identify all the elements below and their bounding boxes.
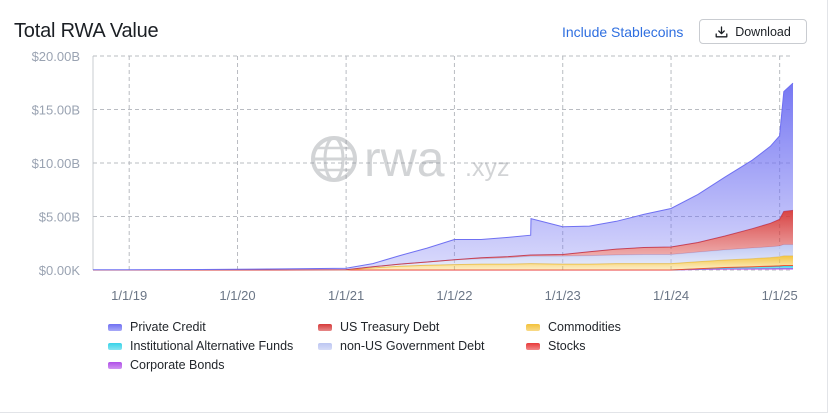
y-tick-label: $15.00B xyxy=(32,103,80,118)
area-series xyxy=(92,82,794,271)
rwa-watermark: rwa .xyz xyxy=(311,131,509,187)
legend-swatch xyxy=(108,323,122,331)
chart-title: Total RWA Value xyxy=(14,20,159,42)
watermark-text: rwa xyxy=(364,131,445,187)
area-commodities xyxy=(93,255,793,270)
legend-item-private-credit[interactable]: Private Credit xyxy=(108,320,206,334)
x-tick-label: 1/1/23 xyxy=(545,288,581,303)
area-non-us-government-debt xyxy=(93,244,793,270)
x-tick-label: 1/1/22 xyxy=(436,288,472,303)
legend-swatch xyxy=(526,342,540,350)
legend-label: Corporate Bonds xyxy=(130,358,225,372)
x-tick-label: 1/1/19 xyxy=(111,288,147,303)
y-tick-label: $10.00B xyxy=(32,156,80,171)
globe-icon xyxy=(311,136,357,182)
y-tick-label: $5.00B xyxy=(39,210,80,225)
x-tick-label: 1/1/25 xyxy=(762,288,798,303)
include-stablecoins-link[interactable]: Include Stablecoins xyxy=(562,24,684,40)
area-corporate-bonds xyxy=(93,268,793,270)
download-icon xyxy=(715,25,728,38)
download-button[interactable]: Download xyxy=(699,19,807,44)
y-tick-label: $20.00B xyxy=(32,49,80,64)
watermark-suffix: .xyz xyxy=(465,154,509,182)
legend-label: non-US Government Debt xyxy=(340,339,485,353)
chart-legend: Private Credit US Treasury Debt Commoditie… xyxy=(108,320,748,380)
x-tick-label: 1/1/20 xyxy=(219,288,255,303)
rwa-area-chart: rwa .xyz $0.00K $5.00B $10.00B $15.00B $20.0… xyxy=(32,49,798,303)
legend-swatch xyxy=(318,342,332,350)
chart-axes: $0.00K $5.00B $10.00B $15.00B $20.00B 1/1/19 1… xyxy=(32,49,798,303)
x-tick-label: 1/1/24 xyxy=(653,288,689,303)
legend-swatch xyxy=(318,323,332,331)
legend-swatch xyxy=(108,342,122,350)
legend-label: Private Credit xyxy=(130,320,206,334)
legend-label: US Treasury Debt xyxy=(340,320,440,334)
legend-swatch xyxy=(108,361,122,369)
legend-label: Commodities xyxy=(548,320,621,334)
legend-item-institutional-alternative-funds[interactable]: Institutional Alternative Funds xyxy=(108,339,293,353)
download-label: Download xyxy=(735,24,791,39)
line-private-credit xyxy=(92,82,794,271)
area-private-credit xyxy=(93,83,793,270)
legend-item-corporate-bonds[interactable]: Corporate Bonds xyxy=(108,358,225,372)
legend-item-us-treasury-debt[interactable]: US Treasury Debt xyxy=(318,320,439,334)
y-tick-label: $0.00K xyxy=(39,263,81,278)
legend-label: Stocks xyxy=(548,339,586,353)
legend-swatch xyxy=(526,323,540,331)
legend-label: Institutional Alternative Funds xyxy=(130,339,294,353)
legend-item-stocks[interactable]: Stocks xyxy=(526,339,586,353)
legend-item-non-us-government-debt[interactable]: non-US Government Debt xyxy=(318,339,485,353)
legend-item-commodities[interactable]: Commodities xyxy=(526,320,621,334)
x-tick-label: 1/1/21 xyxy=(328,288,364,303)
